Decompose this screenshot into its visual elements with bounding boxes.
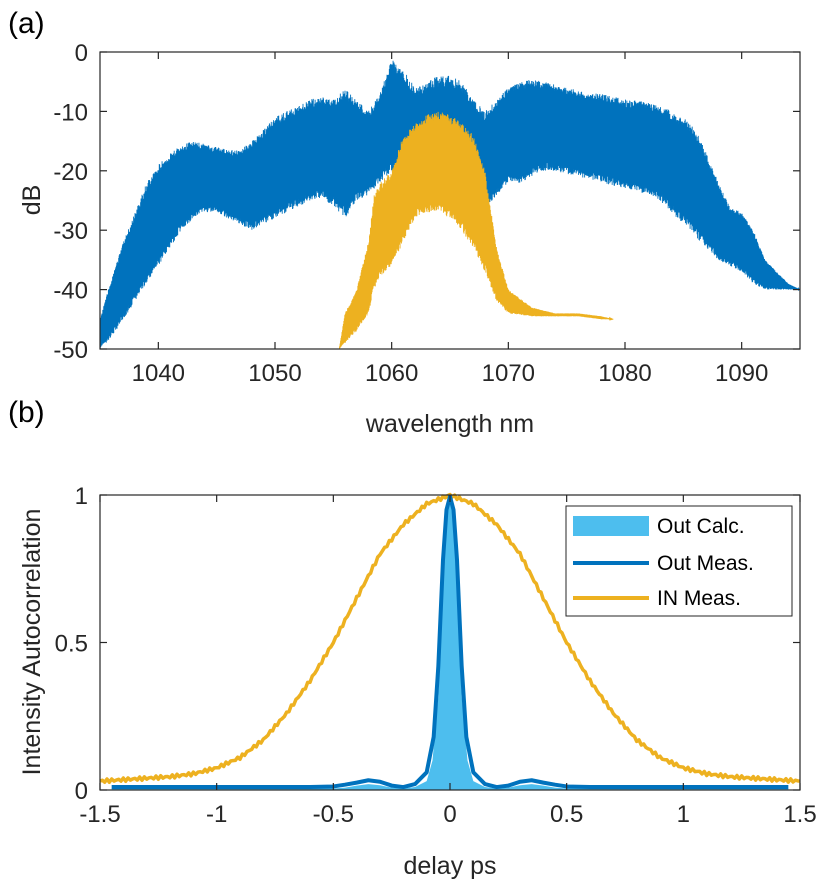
panel-a-y-ticks: 0 -10 -20 -30 -40 -50 bbox=[53, 40, 800, 364]
panel-a-x-tick-label: 1060 bbox=[365, 360, 418, 387]
panel-a-label: (a) bbox=[8, 7, 45, 40]
legend: Out Calc. Out Meas. IN Meas. bbox=[565, 505, 793, 617]
panel-b-y-ticks: 00.51 bbox=[55, 483, 800, 805]
panel-a-x-tick-label: 1040 bbox=[132, 360, 185, 387]
legend-label-in-meas: IN Meas. bbox=[657, 587, 741, 610]
panel-a-x-tick-label: 1050 bbox=[248, 360, 301, 387]
panel-b-x-tick-label: 1 bbox=[677, 801, 690, 828]
panel-a-x-axis-label: wavelength nm bbox=[365, 410, 534, 438]
panel-a-x-ticks: 1040 1050 1060 1070 1080 1090 bbox=[132, 52, 768, 387]
panel-a-spectrum: (a) 1040 1050 1060 1070 1080 1090 0 -10 -20 -30 -… bbox=[8, 7, 801, 438]
input-spectrum-series bbox=[338, 111, 614, 349]
panel-a-x-tick-label: 1070 bbox=[482, 360, 535, 387]
out-calc-area bbox=[111, 499, 789, 790]
panel-b-y-axis-label: Intensity Autocorrelation bbox=[18, 509, 46, 776]
legend-label-out-meas: Out Meas. bbox=[657, 552, 754, 575]
panel-b-x-tick-label: 1.5 bbox=[783, 801, 816, 828]
panel-b-x-tick-label: -1 bbox=[206, 801, 227, 828]
panel-a-y-tick-label: -30 bbox=[53, 218, 88, 245]
panel-b-y-tick-label: 0 bbox=[75, 778, 88, 805]
panel-b-x-tick-label: -1.5 bbox=[79, 801, 120, 828]
panel-a-y-tick-label: -20 bbox=[53, 159, 88, 186]
panel-b-label: (b) bbox=[8, 396, 45, 429]
panel-a-x-tick-label: 1080 bbox=[598, 360, 651, 387]
panel-a-series-group bbox=[100, 60, 800, 349]
panel-a-y-tick-label: -40 bbox=[53, 278, 88, 305]
output-spectrum-series bbox=[100, 60, 800, 349]
panel-b-x-tick-label: 0 bbox=[443, 801, 456, 828]
panel-b-x-tick-label: 0.5 bbox=[550, 801, 583, 828]
panel-b-x-axis-label: delay ps bbox=[403, 852, 496, 880]
legend-swatch-out-calc bbox=[573, 516, 649, 536]
panel-b-x-tick-label: -0.5 bbox=[313, 801, 354, 828]
panel-a-y-tick-label: -50 bbox=[53, 337, 88, 364]
panel-a-y-tick-label: -10 bbox=[53, 99, 88, 126]
panel-b-y-tick-label: 0.5 bbox=[55, 631, 88, 658]
panel-b-y-tick-label: 1 bbox=[75, 483, 88, 510]
legend-label-out-calc: Out Calc. bbox=[657, 515, 745, 538]
panel-a-x-tick-label: 1090 bbox=[715, 360, 768, 387]
panel-a-y-tick-label: 0 bbox=[75, 40, 88, 67]
panel-a-y-axis-label: dB bbox=[18, 185, 46, 216]
panel-b-autocorrelation: (b) -1.5 -1 -0.5 0 0.5 1 1.5 00.51 delay ps In… bbox=[8, 396, 817, 880]
panel-a-axes-box bbox=[99, 51, 801, 350]
panel-b-x-ticks: -1.5 -1 -0.5 0 0.5 1 1.5 bbox=[79, 495, 817, 828]
